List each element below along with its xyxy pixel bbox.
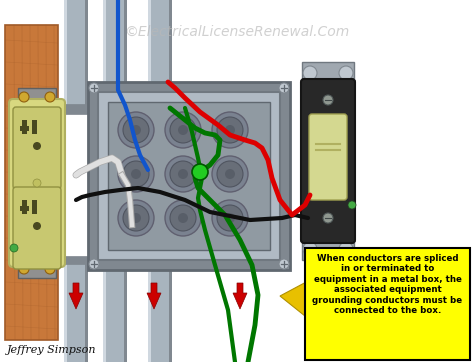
Circle shape <box>279 259 289 269</box>
Bar <box>302 62 354 84</box>
Bar <box>101 256 129 264</box>
Bar <box>18 260 56 278</box>
Circle shape <box>225 213 235 223</box>
Circle shape <box>178 169 188 179</box>
FancyBboxPatch shape <box>13 187 61 269</box>
Circle shape <box>217 161 243 187</box>
Bar <box>146 104 174 114</box>
Bar <box>103 0 106 108</box>
Bar <box>85 0 88 108</box>
Circle shape <box>123 161 149 187</box>
Circle shape <box>170 117 196 143</box>
Bar <box>148 0 151 108</box>
Circle shape <box>45 264 55 274</box>
Circle shape <box>19 92 29 102</box>
Bar <box>20 206 29 211</box>
FancyBboxPatch shape <box>9 99 65 267</box>
Bar <box>64 262 67 362</box>
Bar <box>32 120 37 134</box>
Bar <box>169 262 172 362</box>
Bar <box>103 262 106 362</box>
Circle shape <box>178 125 188 135</box>
Circle shape <box>323 95 333 105</box>
Bar <box>88 82 290 270</box>
Bar <box>103 0 127 108</box>
Text: Jeffrey Simpson: Jeffrey Simpson <box>7 345 97 355</box>
Circle shape <box>279 83 289 93</box>
Circle shape <box>165 156 201 192</box>
Circle shape <box>217 205 243 231</box>
Circle shape <box>170 205 196 231</box>
Bar <box>5 25 58 340</box>
Circle shape <box>33 222 41 230</box>
Circle shape <box>178 213 188 223</box>
Bar <box>18 88 56 106</box>
Circle shape <box>339 66 353 80</box>
Bar <box>62 256 90 264</box>
Circle shape <box>33 142 41 150</box>
Circle shape <box>303 242 317 256</box>
Circle shape <box>339 242 353 256</box>
Bar <box>148 0 172 108</box>
FancyArrow shape <box>147 283 161 309</box>
Circle shape <box>212 112 248 148</box>
Circle shape <box>89 83 99 93</box>
Circle shape <box>225 125 235 135</box>
Bar <box>20 126 29 131</box>
Circle shape <box>131 125 141 135</box>
Circle shape <box>131 169 141 179</box>
Circle shape <box>123 117 149 143</box>
Circle shape <box>33 179 41 187</box>
Bar <box>305 248 470 360</box>
Bar <box>22 200 27 214</box>
Bar <box>108 102 270 250</box>
Circle shape <box>10 244 18 252</box>
Bar <box>101 104 129 114</box>
Bar <box>148 262 151 362</box>
Bar <box>64 262 88 362</box>
Text: When conductors are spliced
in or terminated to
equipment in a metal box, the
as: When conductors are spliced in or termin… <box>312 254 463 315</box>
Bar <box>148 262 172 362</box>
Circle shape <box>45 92 55 102</box>
FancyArrow shape <box>69 283 83 309</box>
Circle shape <box>118 112 154 148</box>
Circle shape <box>19 264 29 274</box>
Bar <box>85 262 88 362</box>
Bar <box>64 0 88 108</box>
Bar <box>169 0 172 108</box>
Circle shape <box>170 161 196 187</box>
Bar <box>32 200 37 214</box>
Circle shape <box>225 169 235 179</box>
Circle shape <box>89 259 99 269</box>
FancyArrow shape <box>233 283 247 309</box>
FancyBboxPatch shape <box>13 107 61 189</box>
Bar <box>124 0 127 108</box>
Circle shape <box>123 205 149 231</box>
Bar <box>98 92 280 260</box>
Bar <box>22 120 27 134</box>
Bar <box>146 256 174 264</box>
Circle shape <box>217 117 243 143</box>
Bar <box>62 104 90 114</box>
Circle shape <box>192 164 208 180</box>
Bar <box>64 0 67 108</box>
Polygon shape <box>280 280 470 320</box>
Circle shape <box>165 112 201 148</box>
Circle shape <box>118 200 154 236</box>
Bar <box>124 262 127 362</box>
Circle shape <box>323 213 333 223</box>
Circle shape <box>212 156 248 192</box>
Circle shape <box>348 201 356 209</box>
FancyBboxPatch shape <box>309 114 347 200</box>
Bar <box>302 238 354 260</box>
Bar <box>103 262 127 362</box>
Circle shape <box>303 66 317 80</box>
Circle shape <box>165 200 201 236</box>
Circle shape <box>131 213 141 223</box>
Circle shape <box>212 200 248 236</box>
Circle shape <box>118 156 154 192</box>
FancyBboxPatch shape <box>301 79 355 243</box>
Text: ©ElectricalLicenseRenewal.Com: ©ElectricalLicenseRenewal.Com <box>124 25 350 39</box>
